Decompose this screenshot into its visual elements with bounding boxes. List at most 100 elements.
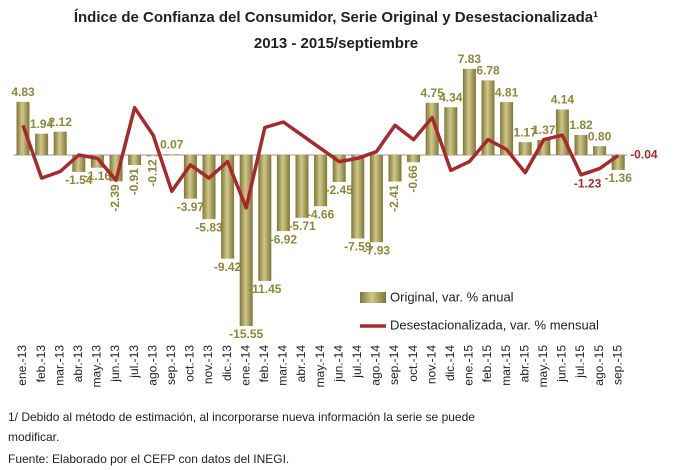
bar-label: -1.54 [65, 173, 93, 187]
bar-label: 1.94 [30, 117, 54, 131]
bar-label: -11.45 [248, 282, 282, 296]
bar [165, 154, 179, 155]
bar [500, 102, 514, 155]
footnote: modificar. [8, 430, 59, 444]
x-tick-label: feb.-15 [480, 345, 494, 383]
bar [351, 155, 365, 239]
bar-label: -0.66 [406, 165, 420, 193]
x-tick-label: nov.-13 [201, 345, 215, 384]
bar-label: 1.82 [569, 118, 593, 132]
bar-label: 4.14 [551, 93, 575, 107]
bar-label: 4.83 [11, 85, 35, 99]
x-tick-label: abr.-15 [517, 345, 531, 383]
legend-label: Desestacionalizada, var. % mensual [390, 317, 599, 332]
bar [53, 131, 67, 155]
x-tick-label: oct.-14 [406, 345, 420, 382]
bar-label: -6.92 [270, 232, 298, 246]
line [21, 105, 620, 210]
x-tick-label: feb.-14 [257, 345, 271, 383]
bar [295, 155, 309, 218]
x-tick-label: jul.-15 [573, 345, 587, 379]
bar [518, 142, 532, 155]
bar [369, 155, 383, 243]
x-tick-label: sep.-14 [387, 345, 401, 385]
bar [462, 68, 476, 155]
bar [202, 155, 216, 220]
x-tick-label: abr.-13 [71, 345, 85, 383]
bar-label: 4.34 [439, 90, 463, 104]
bar-label: -1.16 [84, 169, 112, 183]
bar-label: -1.36 [605, 171, 633, 185]
x-tick-label: sep.-13 [164, 345, 178, 385]
bar-label: 1.17 [514, 125, 538, 139]
bar-label: 0.07 [160, 137, 184, 151]
x-tick-label: ene.-14 [238, 345, 252, 386]
line-label: -0.04 [630, 148, 658, 162]
x-tick-label: feb.-13 [34, 345, 48, 383]
bar [183, 155, 197, 199]
bar [407, 155, 421, 163]
x-tick-label: abr.-14 [294, 345, 308, 383]
x-tick-label: jun.-13 [108, 345, 122, 383]
x-tick-label: jul.-13 [127, 345, 141, 379]
bar-label: -5.71 [288, 219, 316, 233]
bar-label: 1.37 [532, 123, 556, 137]
x-tick-label: ago.-13 [145, 345, 159, 386]
x-tick-label: mar.-15 [499, 345, 513, 386]
x-tick-label: mar.-14 [276, 345, 290, 386]
bar [481, 80, 495, 155]
bar-label: 7.83 [458, 52, 482, 66]
bar-label: -3.97 [177, 200, 205, 214]
bar [593, 146, 607, 155]
bar [388, 155, 402, 182]
bar [276, 155, 290, 232]
bar-label: -2.41 [387, 184, 401, 212]
bar [425, 102, 439, 155]
x-tick-label: ene.-15 [462, 345, 476, 386]
x-tick-label: may.-14 [313, 345, 327, 388]
bar-label: 4.75 [421, 86, 445, 100]
x-tick-label: may.-15 [536, 345, 550, 388]
x-tick-label: jul.-14 [350, 345, 364, 379]
bar [146, 155, 160, 157]
chart-title: Índice de Confianza del Consumidor, Seri… [74, 9, 598, 26]
chart-subtitle: 2013 - 2015/septiembre [254, 35, 418, 52]
bar-label: -4.66 [307, 207, 335, 221]
footnote: 1/ Debido al método de estimación, al in… [8, 410, 475, 424]
x-tick-label: jun.-15 [555, 345, 569, 383]
x-tick-label: ago.-15 [592, 345, 606, 386]
bar [258, 155, 272, 281]
bar-label: 4.81 [495, 85, 519, 99]
line-label: -1.23 [574, 177, 602, 191]
x-tick-label: mar.-13 [52, 345, 66, 386]
bar-label: -0.91 [127, 168, 141, 196]
x-tick-label: ago.-14 [369, 345, 383, 386]
x-tick-label: sep.-15 [610, 345, 624, 385]
footnote: Fuente: Elaborado por el CEFP con datos … [8, 452, 289, 466]
bar-label: 2.12 [49, 115, 73, 129]
legend-label: Original, var. % anual [390, 289, 514, 304]
legend-swatch [360, 292, 386, 303]
x-tick-label: ene.-13 [15, 345, 29, 386]
bar [128, 155, 142, 166]
bar-label: 6.78 [476, 64, 500, 78]
bar-label: -15.55 [229, 327, 263, 341]
bar-label: -0.12 [145, 159, 159, 187]
x-tick-label: dic.-14 [443, 345, 457, 381]
x-tick-label: nov.-14 [424, 345, 438, 384]
bar [444, 107, 458, 155]
x-tick-label: jun.-14 [331, 345, 345, 383]
x-tick-label: may.-13 [90, 345, 104, 388]
bar-label: -5.83 [195, 220, 223, 234]
bar-label: -2.39 [108, 184, 122, 212]
bar-label: -2.45 [326, 183, 354, 197]
x-tick-label: oct.-13 [183, 345, 197, 382]
x-tick-label: dic.-13 [220, 345, 234, 381]
bar-label: -9.42 [214, 260, 242, 274]
bar [221, 155, 235, 259]
bar-label: 0.80 [588, 129, 612, 143]
bar [314, 155, 328, 207]
bar-label: -7.93 [363, 243, 391, 257]
bar-label: -7.59 [344, 240, 372, 254]
